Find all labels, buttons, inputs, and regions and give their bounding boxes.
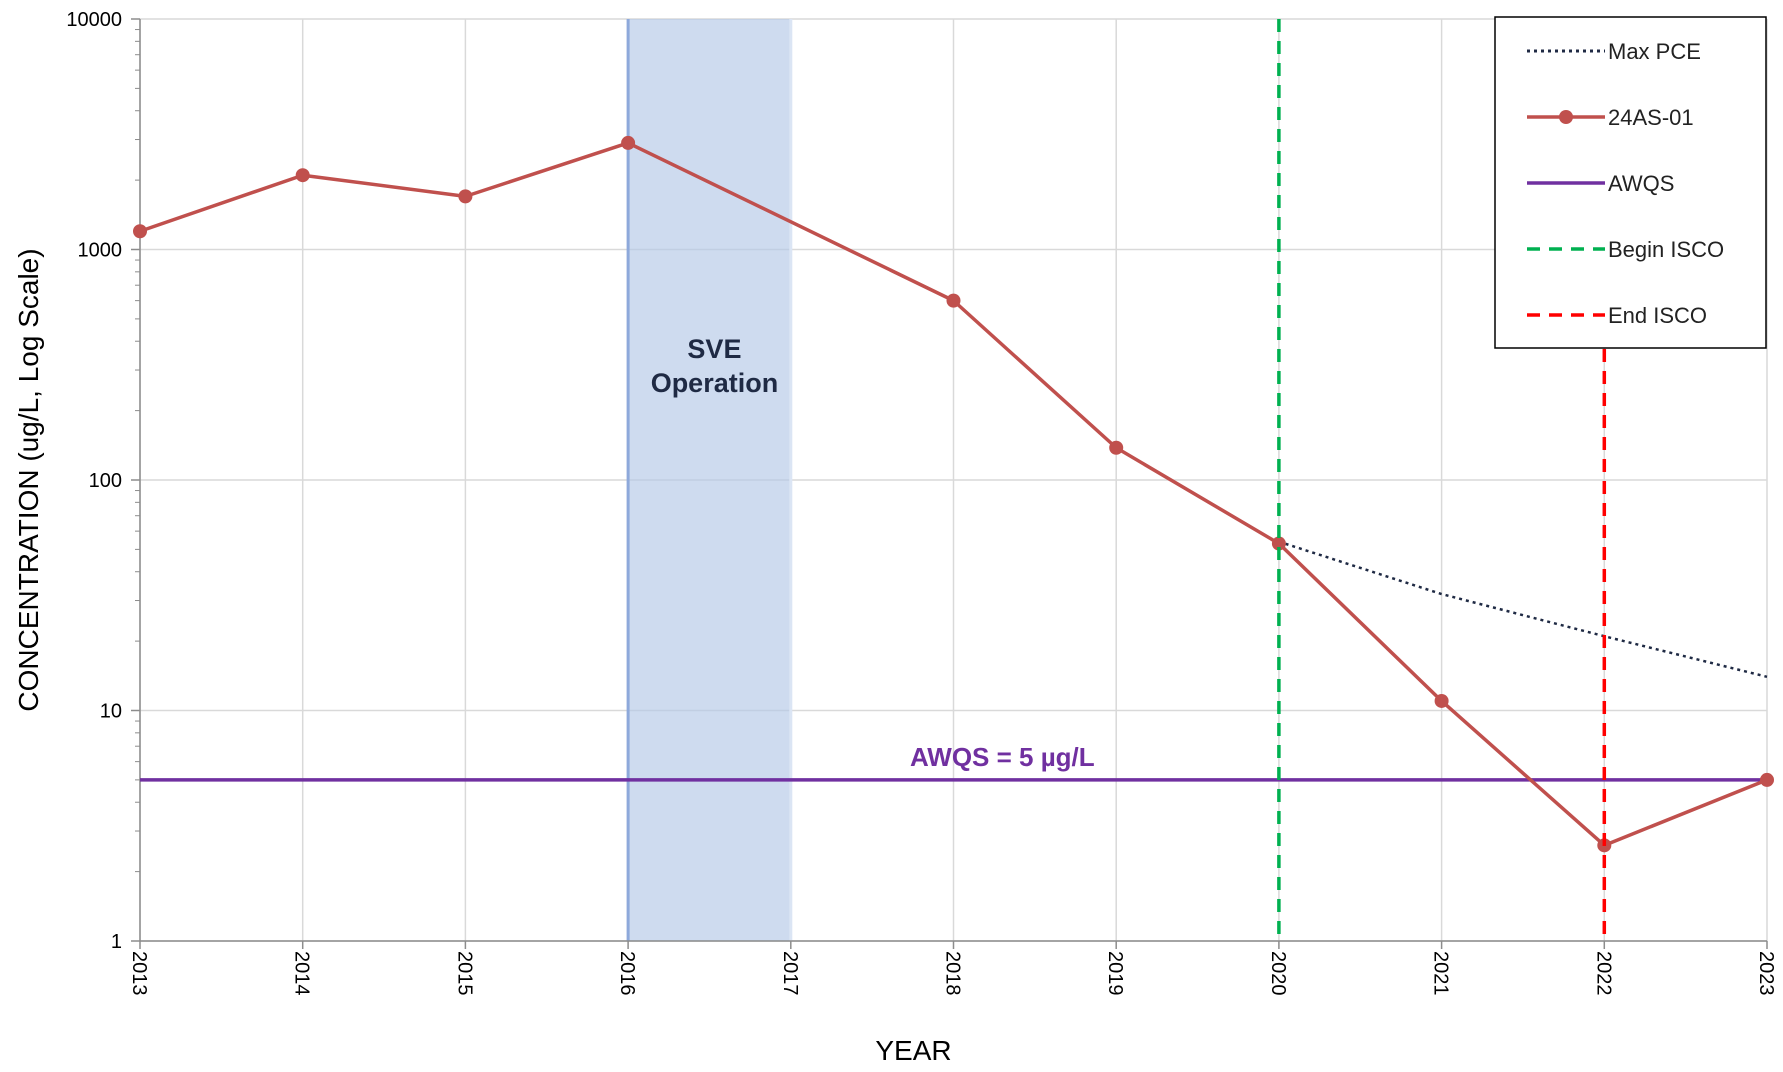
legend-label: 24AS-01 <box>1608 105 1694 130</box>
well-24as01-point <box>458 189 473 204</box>
y-tick-label: 1000 <box>78 240 123 262</box>
sve-label-line1: SVE <box>687 334 741 364</box>
y-axis-title: CONCENTRATION (ug/L, Log Scale) <box>13 248 44 711</box>
well-24as01-point <box>946 293 961 308</box>
y-tick-label: 10000 <box>66 9 122 31</box>
sve-operation-band <box>628 19 791 941</box>
sve-shade-group <box>626 19 793 941</box>
well-24as01-point <box>621 135 636 150</box>
x-tick-label: 2020 <box>1267 951 1289 996</box>
well-24as01-point <box>133 224 147 239</box>
well-24as01-point <box>1109 440 1124 455</box>
x-tick-label: 2021 <box>1430 951 1452 996</box>
well-24as01-point <box>1271 536 1286 551</box>
x-tick-label: 2013 <box>128 951 150 996</box>
sve-label-line2: Operation <box>651 368 779 398</box>
labels-group: SVE Operation AWQS = 5 µg/L <box>651 334 1095 772</box>
y-tick-label: 10 <box>100 701 122 723</box>
x-tick-label: 2018 <box>942 951 964 996</box>
legend-label: End ISCO <box>1608 303 1707 328</box>
x-tick-label: 2019 <box>1104 951 1126 996</box>
well-24as01-point <box>295 168 310 183</box>
legend-label: Max PCE <box>1608 39 1701 64</box>
well-24as01-line <box>139 141 1768 848</box>
y-tick-label: 1 <box>111 931 122 953</box>
x-axis-title: YEAR <box>875 1035 951 1066</box>
awqs-label: AWQS = 5 µg/L <box>910 742 1095 772</box>
x-tick-label: 2016 <box>616 951 638 996</box>
x-tick-label: 2023 <box>1755 951 1777 996</box>
x-tick-label: 2017 <box>779 951 801 996</box>
legend-label: AWQS <box>1608 171 1674 196</box>
axes: 1 10 100 1000 10000 2013 2014 2015 2016 2017 2018 2… <box>13 9 1777 1066</box>
well-24as01-point <box>1760 772 1774 787</box>
y-tick-label: 100 <box>89 470 122 492</box>
well-24as01-point <box>1434 693 1449 708</box>
legend-marker-24as01 <box>1559 110 1573 124</box>
x-tick-label: 2014 <box>291 951 313 996</box>
x-tick-label: 2022 <box>1592 951 1614 996</box>
max-pce-line <box>1278 540 1768 679</box>
series-group <box>133 19 1774 941</box>
x-tick-label: 2015 <box>453 951 475 996</box>
legend: Max PCE 24AS-01 AWQS Begin ISCO End ISCO <box>1494 16 1767 349</box>
legend-label: Begin ISCO <box>1608 237 1724 262</box>
